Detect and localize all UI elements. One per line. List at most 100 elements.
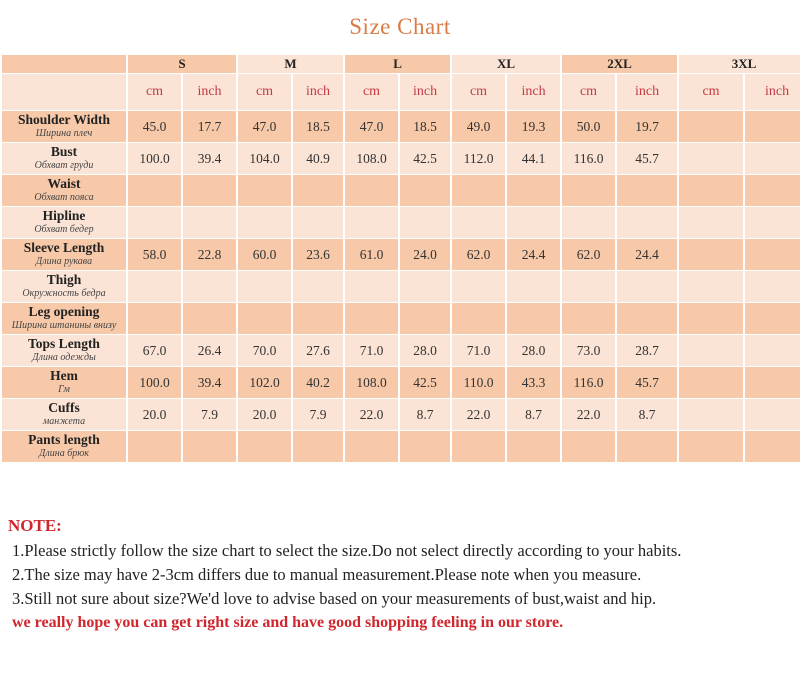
measurement-name-russian: Длина рукава	[35, 256, 93, 267]
table-row: Tops Length Длина одежды 67.0 26.4 70.0 27.6 7…	[2, 335, 800, 367]
value-cell	[745, 399, 800, 431]
value-cell: 20.0	[238, 399, 292, 431]
measurement-name-russian: Обхват бедер	[34, 224, 94, 235]
value-cell	[345, 431, 399, 463]
value-cell	[679, 271, 744, 303]
value-cell: 19.7	[617, 111, 678, 143]
measurement-label: Hipline Обхват бедер	[2, 207, 126, 239]
value-cell: 28.0	[400, 335, 451, 367]
measurement-label: Cuffs манжета	[2, 399, 126, 431]
value-cell: 24.0	[400, 239, 451, 271]
value-cell: 43.3	[507, 367, 561, 399]
value-cell	[183, 431, 237, 463]
unit-header: inch	[400, 74, 451, 111]
value-cell: 62.0	[562, 239, 616, 271]
unit-header: cm	[345, 74, 399, 111]
value-cell	[452, 207, 506, 239]
table-row: Thigh Окружность бедра	[2, 271, 800, 303]
value-cell	[679, 143, 744, 175]
value-cell	[183, 175, 237, 207]
measurement-label: Thigh Окружность бедра	[2, 271, 126, 303]
value-cell	[679, 399, 744, 431]
value-cell: 116.0	[562, 143, 616, 175]
unit-header-row: cm inch cm inch cm inch cm inch cm inch cm inch	[2, 74, 800, 111]
value-cell: 24.4	[617, 239, 678, 271]
value-cell	[128, 207, 181, 239]
value-cell	[562, 175, 616, 207]
value-cell: 8.7	[617, 399, 678, 431]
value-cell	[679, 431, 744, 463]
value-cell	[238, 207, 292, 239]
table-row: Cuffs манжета 20.0 7.9 20.0 7.9 22.0 8.7 22.0 8.7…	[2, 399, 800, 431]
value-cell: 47.0	[238, 111, 292, 143]
value-cell	[400, 431, 451, 463]
value-cell: 102.0	[238, 367, 292, 399]
value-cell	[745, 431, 800, 463]
value-cell	[128, 431, 181, 463]
value-cell: 44.1	[507, 143, 561, 175]
measurement-name: Hem	[50, 368, 78, 383]
value-cell: 70.0	[238, 335, 292, 367]
value-cell	[128, 175, 181, 207]
value-cell	[452, 303, 506, 335]
size-chart-title: Size Chart	[349, 14, 451, 39]
measurement-name: Pants length	[28, 432, 100, 447]
measurement-label: Tops Length Длина одежды	[2, 335, 126, 367]
value-cell	[183, 271, 237, 303]
measurement-name: Hipline	[42, 208, 86, 223]
value-cell: 71.0	[452, 335, 506, 367]
value-cell	[400, 303, 451, 335]
table-row: Waist Обхват пояса	[2, 175, 800, 207]
value-cell	[562, 207, 616, 239]
table-row: Hipline Обхват бедер	[2, 207, 800, 239]
value-cell: 22.0	[452, 399, 506, 431]
unit-header: cm	[238, 74, 292, 111]
value-cell	[238, 175, 292, 207]
value-cell	[400, 207, 451, 239]
value-cell: 60.0	[238, 239, 292, 271]
value-cell	[183, 207, 237, 239]
value-cell: 28.0	[507, 335, 561, 367]
value-cell	[562, 303, 616, 335]
value-cell	[128, 303, 181, 335]
value-cell: 110.0	[452, 367, 506, 399]
value-cell	[238, 303, 292, 335]
notes-section: NOTE: 1.Please strictly follow the size …	[8, 516, 798, 635]
value-cell	[507, 175, 561, 207]
value-cell: 100.0	[128, 367, 181, 399]
measurement-name-russian: Гм	[58, 384, 70, 395]
value-cell: 47.0	[345, 111, 399, 143]
value-cell	[745, 271, 800, 303]
measurement-name-russian: Ширина плеч	[35, 128, 93, 139]
measurement-label: Bust Обхват груди	[2, 143, 126, 175]
size-header: L	[345, 55, 451, 74]
value-cell	[562, 431, 616, 463]
value-cell: 45.7	[617, 143, 678, 175]
value-cell: 108.0	[345, 367, 399, 399]
value-cell: 39.4	[183, 367, 237, 399]
value-cell	[507, 271, 561, 303]
size-header-row: S M L XL 2XL 3XL	[2, 55, 800, 74]
measurement-name: Tops Length	[28, 336, 100, 351]
value-cell	[238, 271, 292, 303]
value-cell	[745, 303, 800, 335]
value-cell: 39.4	[183, 143, 237, 175]
value-cell: 108.0	[345, 143, 399, 175]
measurement-name-russian: Длина брюк	[39, 448, 89, 459]
measurement-name-russian: Обхват груди	[34, 160, 94, 171]
value-cell	[400, 175, 451, 207]
value-cell: 28.7	[617, 335, 678, 367]
size-header: 3XL	[679, 55, 800, 74]
value-cell	[679, 111, 744, 143]
size-chart-table: S M L XL 2XL 3XL cm inch cm inch cm inch cm inch cm inc…	[0, 55, 800, 463]
value-cell	[617, 431, 678, 463]
measurement-label: Sleeve Length Длина рукава	[2, 239, 126, 271]
value-cell: 100.0	[128, 143, 181, 175]
value-cell: 73.0	[562, 335, 616, 367]
value-cell: 22.0	[345, 399, 399, 431]
value-cell	[745, 111, 800, 143]
value-cell: 18.5	[400, 111, 451, 143]
note-line-1: 1.Please strictly follow the size chart …	[12, 541, 682, 560]
value-cell: 19.3	[507, 111, 561, 143]
measurement-label: Pants length Длина брюк	[2, 431, 126, 463]
